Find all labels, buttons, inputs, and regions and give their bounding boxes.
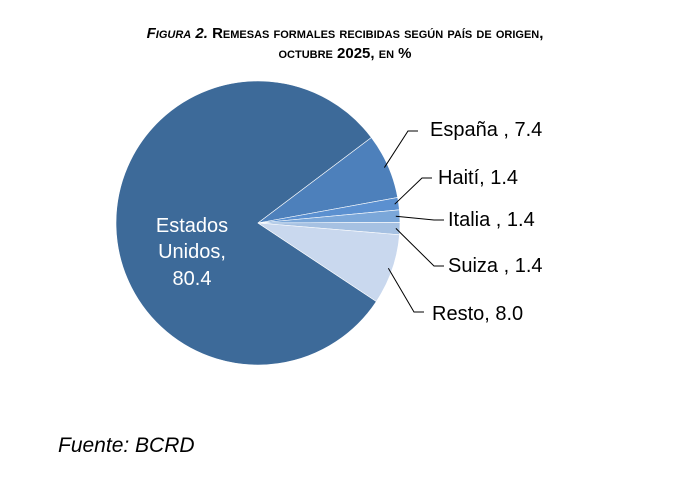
leader-line-1 (383, 130, 418, 168)
slice-label-estados-unidos-1: Estados (156, 215, 228, 237)
slice-label-resto: Resto, 8.0 (432, 303, 523, 325)
pie-slice-estados-unidos (115, 80, 377, 366)
slice-label-italia: Italia , 1.4 (448, 209, 535, 231)
leader-line-2 (394, 177, 432, 205)
slice-label-haiti: Haití, 1.4 (438, 167, 518, 189)
leader-line-4 (395, 228, 444, 267)
chart-title-line-2: octubre 2025, en % (278, 45, 412, 62)
chart-title: Figura 2. Remesas formales recibidas seg… (0, 24, 690, 64)
chart-title-line-1: Figura 2. Remesas formales recibidas seg… (0, 24, 690, 44)
leader-lines (383, 130, 444, 313)
slice-label-suiza: Suiza , 1.4 (448, 255, 543, 277)
slice-label-estados-unidos-3: 80.4 (173, 268, 212, 290)
slice-label-espana: España , 7.4 (430, 119, 542, 141)
leader-line-5 (387, 268, 424, 313)
pie-slices (115, 80, 401, 366)
pie-slice-resto (257, 222, 400, 302)
slice-label-estados-unidos-2: Unidos, (158, 241, 226, 263)
title-text-1: Remesas formales recibidas según país de… (212, 25, 544, 42)
leader-line-3 (395, 215, 444, 221)
source-note: Fuente: BCRD (58, 434, 195, 457)
figure-number: Figura 2. (146, 25, 208, 42)
